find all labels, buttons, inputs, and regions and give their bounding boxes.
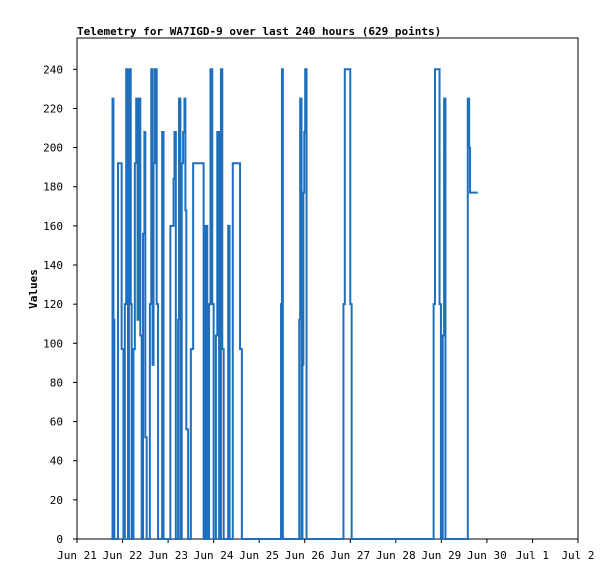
y-axis-title: Values	[27, 269, 40, 309]
x-tick-label: Jun 27	[330, 549, 370, 562]
y-tick-label: 140	[43, 259, 63, 272]
x-tick-label: Jul 1	[516, 549, 549, 562]
x-tick-label: Jun 26	[285, 549, 325, 562]
y-axis: 0 20 40 60 80 100 120 140 160 180 200 220 240	[43, 63, 77, 546]
x-tick-label: Jun 24	[194, 549, 234, 562]
y-tick-label: 160	[43, 220, 63, 233]
x-tick-label: Jul 2	[561, 549, 594, 562]
y-tick-label: 240	[43, 63, 63, 76]
series-line-0	[111, 68, 478, 540]
x-tick-label: Jun 21	[57, 549, 97, 562]
y-tick-label: 220	[43, 102, 63, 115]
chart-title: Telemetry for WA7IGD-9 over last 240 hou…	[77, 25, 441, 38]
x-tick-label: Jun 23	[148, 549, 188, 562]
y-tick-label: 120	[43, 298, 63, 311]
x-tick-label: Jun 28	[376, 549, 416, 562]
y-tick-label: 80	[50, 376, 63, 389]
x-tick-label: Jun 22	[103, 549, 143, 562]
x-tick-label: Jun 30	[467, 549, 507, 562]
y-tick-label: 0	[56, 533, 63, 546]
series-layer	[111, 68, 478, 540]
y-tick-label: 200	[43, 142, 63, 155]
y-tick-label: 20	[50, 494, 63, 507]
x-tick-label: Jun 25	[239, 549, 279, 562]
y-tick-label: 60	[50, 416, 63, 429]
x-axis: Jun 21 Jun 22 Jun 23 Jun 24 Jun 25 Jun 26 Jun …	[57, 539, 595, 562]
x-tick-label: Jun 29	[421, 549, 461, 562]
y-tick-label: 100	[43, 337, 63, 350]
y-tick-label: 40	[50, 455, 63, 468]
y-tick-label: 180	[43, 181, 63, 194]
